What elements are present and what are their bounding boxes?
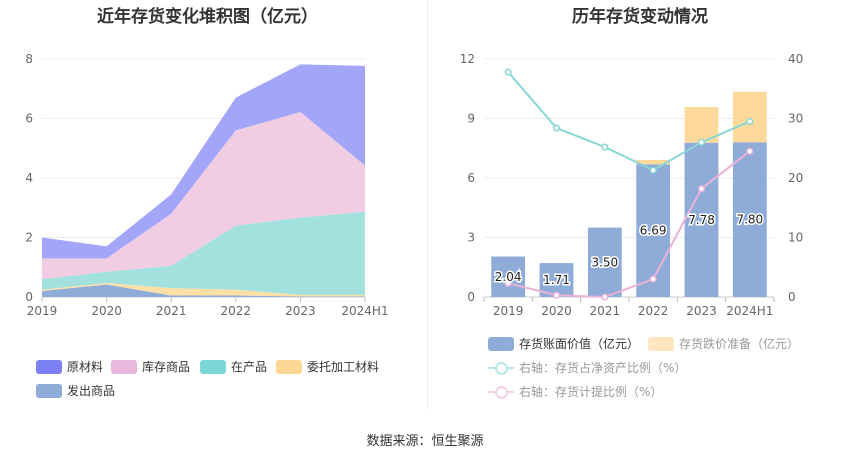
area-series-在产品	[42, 211, 365, 295]
legend-item-work-in-progress[interactable]: 在产品	[200, 358, 267, 375]
data-source: 数据来源：恒生聚源	[366, 434, 484, 449]
right-chart-title: 历年存货变动情况	[572, 7, 708, 27]
left-chart-title: 近年存货变化堆积图（亿元）	[97, 7, 318, 27]
legend-item-impairment[interactable]: 存货跌价准备（亿元）	[648, 335, 799, 352]
left-y-tick-label: 0	[25, 290, 33, 304]
legend-item-consigned-materials[interactable]: 委托加工材料	[276, 358, 379, 375]
right-y-right-tick-label: 40	[788, 52, 803, 66]
legend-item-book-value[interactable]: 存货账面价值（亿元）	[488, 335, 639, 352]
right-x-tick-label: 2022	[638, 304, 669, 318]
bar-data-label: 2.04	[495, 270, 522, 284]
bar-data-label: 6.69	[640, 224, 667, 238]
line-point	[697, 185, 706, 193]
legend-label: 存货账面价值（亿元）	[519, 337, 640, 351]
right-y-left-tick-label: 0	[467, 290, 475, 304]
legend-item-finished-goods[interactable]: 库存商品	[111, 358, 190, 375]
bar-data-label: 1.71	[543, 273, 570, 287]
legend-swatch	[111, 359, 137, 374]
legend-swatch	[200, 359, 226, 374]
legend-label: 右轴：存货计提比例（%）	[519, 385, 663, 399]
right-y-right-tick-label: 20	[788, 171, 803, 185]
left-x-tick-label: 2019	[27, 304, 58, 318]
line-provision-ratio	[507, 150, 751, 299]
left-y-tick-label: 6	[25, 112, 33, 126]
line-point	[552, 291, 561, 299]
legend-label: 在产品	[231, 360, 268, 374]
legend-line-marker	[488, 361, 514, 375]
left-x-tick-label: 2024H1	[341, 304, 388, 318]
area-series-委托加工材料	[42, 283, 365, 297]
left-x-tick-label: 2022	[221, 304, 252, 318]
legend-item-raw-materials[interactable]: 原材料	[36, 358, 103, 375]
line-point	[504, 279, 512, 287]
bar-impairment	[636, 159, 671, 165]
area-series-发出商品	[42, 284, 365, 297]
bar-book-value	[684, 142, 719, 297]
legend-swatch	[276, 359, 302, 374]
legend-swatch	[36, 383, 62, 398]
legend-line-marker	[488, 385, 514, 399]
line-point	[697, 138, 706, 146]
panel-divider	[427, 0, 428, 410]
right-y-right-tick-label: 10	[788, 231, 803, 245]
line-point	[649, 275, 657, 283]
line-point	[746, 147, 754, 155]
legend-label: 右轴：存货占净资产比例（%）	[519, 361, 687, 375]
line-inventory-ratio	[507, 71, 751, 172]
legend-swatch	[488, 336, 514, 351]
area-series-原材料	[42, 64, 365, 259]
right-y-left-tick-label: 6	[467, 171, 475, 185]
left-x-tick-label: 2020	[91, 304, 122, 318]
legend-label: 存货跌价准备（亿元）	[679, 337, 800, 351]
line-point	[601, 143, 609, 151]
bar-data-label: 7.78	[688, 213, 715, 227]
legend-item-goods-shipped[interactable]: 发出商品	[36, 382, 115, 399]
right-y-right-tick-label: 30	[788, 112, 803, 126]
line-point	[504, 68, 512, 76]
right-x-tick-label: 2024H1	[726, 304, 773, 318]
line-point	[552, 124, 561, 132]
right-y-left-tick-label: 3	[467, 231, 475, 245]
area-series-库存商品	[42, 111, 365, 280]
line-point	[601, 293, 609, 301]
legend-item-provision-ratio[interactable]: 右轴：存货计提比例（%）	[488, 383, 662, 400]
left-y-tick-label: 2	[25, 231, 33, 245]
legend-label: 发出商品	[67, 384, 116, 398]
legend-swatch	[648, 336, 674, 351]
right-x-tick-label: 2019	[493, 304, 524, 318]
legend-swatch	[36, 359, 62, 374]
legend-label: 原材料	[67, 360, 104, 374]
line-point	[746, 117, 754, 126]
bar-book-value	[732, 142, 767, 297]
bar-book-value	[491, 256, 526, 297]
right-y-right-tick-label: 0	[788, 290, 796, 304]
bar-impairment	[732, 91, 767, 143]
bar-book-value	[636, 164, 671, 297]
left-y-tick-label: 8	[25, 52, 33, 66]
line-point	[649, 166, 657, 174]
right-x-tick-label: 2021	[590, 304, 621, 318]
left-x-tick-label: 2021	[156, 304, 187, 318]
right-y-left-tick-label: 12	[460, 52, 475, 66]
right-x-tick-label: 2020	[541, 304, 572, 318]
bar-book-value	[587, 227, 622, 297]
legend-label: 委托加工材料	[307, 360, 380, 374]
legend-item-inventory-ratio[interactable]: 右轴：存货占净资产比例（%）	[488, 359, 686, 376]
left-x-tick-label: 2023	[285, 304, 316, 318]
left-y-tick-label: 4	[25, 171, 33, 185]
bar-data-label: 7.80	[736, 213, 763, 227]
right-x-tick-label: 2023	[686, 304, 717, 318]
legend-label: 库存商品	[142, 360, 191, 374]
bar-book-value	[539, 263, 574, 297]
right-y-left-tick-label: 9	[467, 112, 475, 126]
bar-data-label: 3.50	[591, 255, 618, 269]
